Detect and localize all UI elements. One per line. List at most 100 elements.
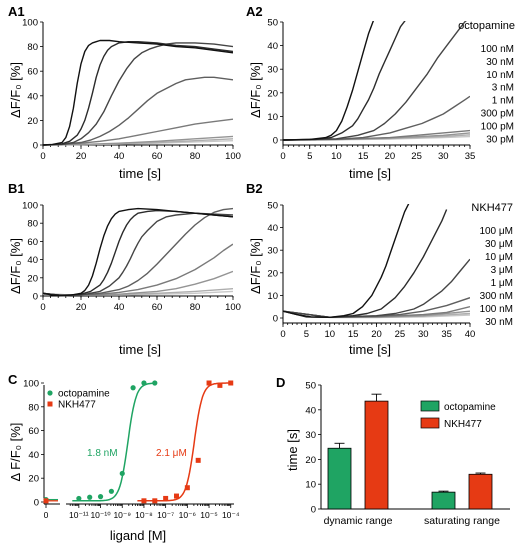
panel-b2-ytick-label: 10	[267, 291, 278, 302]
panel-c-legend-nkh477: NKH477	[58, 400, 96, 411]
panel-c-point-octopamine	[141, 380, 147, 386]
panel-c-point-nkh477	[152, 498, 158, 504]
panel-c-point-octopamine	[152, 380, 158, 386]
panel-d-ytick-label: 30	[305, 430, 316, 441]
panel-b1-xtick-label: 100	[225, 302, 241, 313]
panel-b2-trace	[283, 204, 410, 318]
panel-a1-trace	[43, 135, 233, 146]
panel-c-xtick-label: 0	[44, 510, 49, 520]
panel-c-point-nkh477	[195, 457, 201, 463]
panel-b1-trace	[43, 243, 233, 297]
panel-a2-xtick-label: 30	[438, 151, 449, 162]
panel-a2-xtick-label: 10	[331, 151, 342, 162]
panel-c-point-nkh477	[228, 380, 234, 386]
panel-b1-ytick-label: 40	[27, 255, 38, 266]
panel-b1-ytick-label: 0	[33, 292, 38, 303]
b2-concentration-label: 1 μM	[491, 278, 513, 289]
panel-c-xtick-label: 10⁻¹⁰	[90, 510, 111, 520]
panel-c-fit-nkh477	[137, 382, 233, 502]
b2-concentration-label: 300 nM	[480, 291, 513, 302]
panel-c-xtick-label: 10⁻¹¹	[69, 510, 89, 520]
panel-a2-label: A2	[246, 4, 263, 19]
panel-b1-trace	[43, 212, 233, 297]
panel-a2-plot: 0 10 20 30 40 50 0 5 10 15 20 25 30 35	[267, 18, 476, 163]
panel-c-legend-octopamine: octopamine	[58, 389, 110, 400]
panel-a2-ytick-label: 0	[273, 136, 278, 147]
panel-c-xtick-label: 10⁻⁶	[179, 510, 196, 520]
panel-a2-xtick-label: 5	[307, 151, 312, 162]
panel-b2-legend-title: NKH477	[471, 202, 513, 214]
panel-a1-ylabel: ΔF/F₀ [%]	[8, 62, 23, 118]
panel-b1-trace	[43, 270, 233, 296]
panel-c-legend-marker-nkh477	[47, 401, 53, 407]
panel-a2-legend-title: octopamine	[458, 20, 515, 32]
panel-b2-trace	[283, 258, 470, 318]
a2-concentration-label: 10 nM	[486, 70, 514, 81]
panel-c-ytick-label: 0	[34, 498, 39, 509]
panel-d-plot: 0 10 20 30 40 50 dynamic range saturating range…	[305, 381, 510, 527]
panel-a1-xtick-label: 60	[152, 151, 163, 162]
panel-b2-trace	[283, 209, 448, 318]
panel-b1-trace	[43, 209, 233, 297]
panel-b1-xtick-label: 0	[40, 302, 45, 313]
panel-a2-xtick-label: 0	[280, 151, 285, 162]
panel-b2-ytick-label: 50	[267, 201, 278, 212]
panel-d-ytick-label: 20	[305, 455, 316, 466]
panel-d-legend-octopamine: octopamine	[444, 402, 496, 413]
panel-c-plot: 0 20 40 60 80 100 0 10⁻¹¹ 10⁻¹⁰ 10⁻⁹ 10⁻⁸ 10⁻⁷ 10⁻⁶ 1…	[23, 379, 240, 521]
panel-d-label: D	[276, 375, 285, 390]
panel-a2-trace	[283, 21, 467, 141]
panel-a2-xlabel: time [s]	[349, 166, 391, 181]
panel-c-annotation-octopamine: 1.8 nM	[87, 448, 118, 459]
panel-a1-trace	[43, 41, 233, 146]
panel-a1-ytick-label: 100	[22, 18, 38, 29]
panel-c-ytick-label: 80	[28, 402, 39, 413]
panel-a1-ytick-label: 0	[33, 141, 38, 152]
panel-d-ytick-label: 40	[305, 405, 316, 416]
panel-c-xtick-label: 10⁻⁵	[200, 510, 217, 520]
panel-a1-xtick-label: 100	[225, 151, 241, 162]
panel-c-xtick-label: 10⁻⁷	[157, 510, 174, 520]
panel-d-bar-nkh477	[468, 473, 493, 510]
panel-c-ylabel: Δ F/F₀ [%]	[8, 423, 23, 482]
panel-a1-ytick-label: 20	[27, 116, 38, 127]
panel-c-point-nkh477	[173, 493, 179, 499]
a2-concentration-label: 30 nM	[486, 57, 514, 68]
panel-a2-ytick-label: 10	[267, 112, 278, 123]
panel-a1-xtick-label: 40	[114, 151, 125, 162]
panel-c-xtick-label: 10⁻⁸	[135, 510, 153, 520]
panel-c-legend-marker-octopamine	[47, 390, 53, 396]
panel-c-point-octopamine	[87, 494, 93, 500]
panel-b1-xtick-label: 20	[76, 302, 87, 313]
panel-b2-label: B2	[246, 181, 263, 196]
a2-concentration-label: 3 nM	[492, 83, 514, 94]
panel-a1-ytick-label: 60	[27, 67, 38, 78]
b2-concentration-label: 100 nM	[480, 304, 513, 315]
panel-b2-xtick-label: 0	[280, 329, 285, 340]
panel-a1-ytick-label: 80	[27, 42, 38, 53]
b2-concentration-label: 30 nM	[485, 317, 513, 328]
panel-b1-xtick-label: 80	[190, 302, 201, 313]
panel-d-ytick-label: 10	[305, 480, 316, 491]
panel-c-label: C	[8, 372, 18, 387]
panel-d-legend-nkh477: NKH477	[444, 419, 482, 430]
panel-c-ytick-label: 60	[28, 426, 39, 437]
panel-a2-xtick-label: 20	[385, 151, 396, 162]
panel-b2-xtick-label: 25	[395, 329, 406, 340]
panel-a2-ylabel: ΔF/F₀ [%]	[248, 62, 263, 118]
a2-concentration-label: 1 nM	[492, 96, 514, 107]
panel-b1-ylabel: ΔF/F₀ [%]	[8, 238, 23, 294]
b2-concentration-label: 10 μM	[485, 252, 513, 263]
panel-a1-xtick-label: 20	[76, 151, 87, 162]
panel-c-point-nkh477	[141, 498, 147, 504]
panel-a1-plot: 0 20 40 60 80 100 0 20 40 60 80 100	[22, 18, 241, 163]
panel-b2-xtick-label: 20	[371, 329, 382, 340]
a2-concentration-label: 30 pM	[486, 134, 514, 145]
panel-b2-ylabel: ΔF/F₀ [%]	[248, 238, 263, 294]
panel-a2-xtick-label: 35	[465, 151, 476, 162]
panel-b2-xtick-label: 15	[348, 329, 359, 340]
panel-a2-ytick-label: 30	[267, 65, 278, 76]
panel-b2-xtick-label: 35	[441, 329, 452, 340]
panel-d-bar-nkh477	[364, 400, 389, 510]
